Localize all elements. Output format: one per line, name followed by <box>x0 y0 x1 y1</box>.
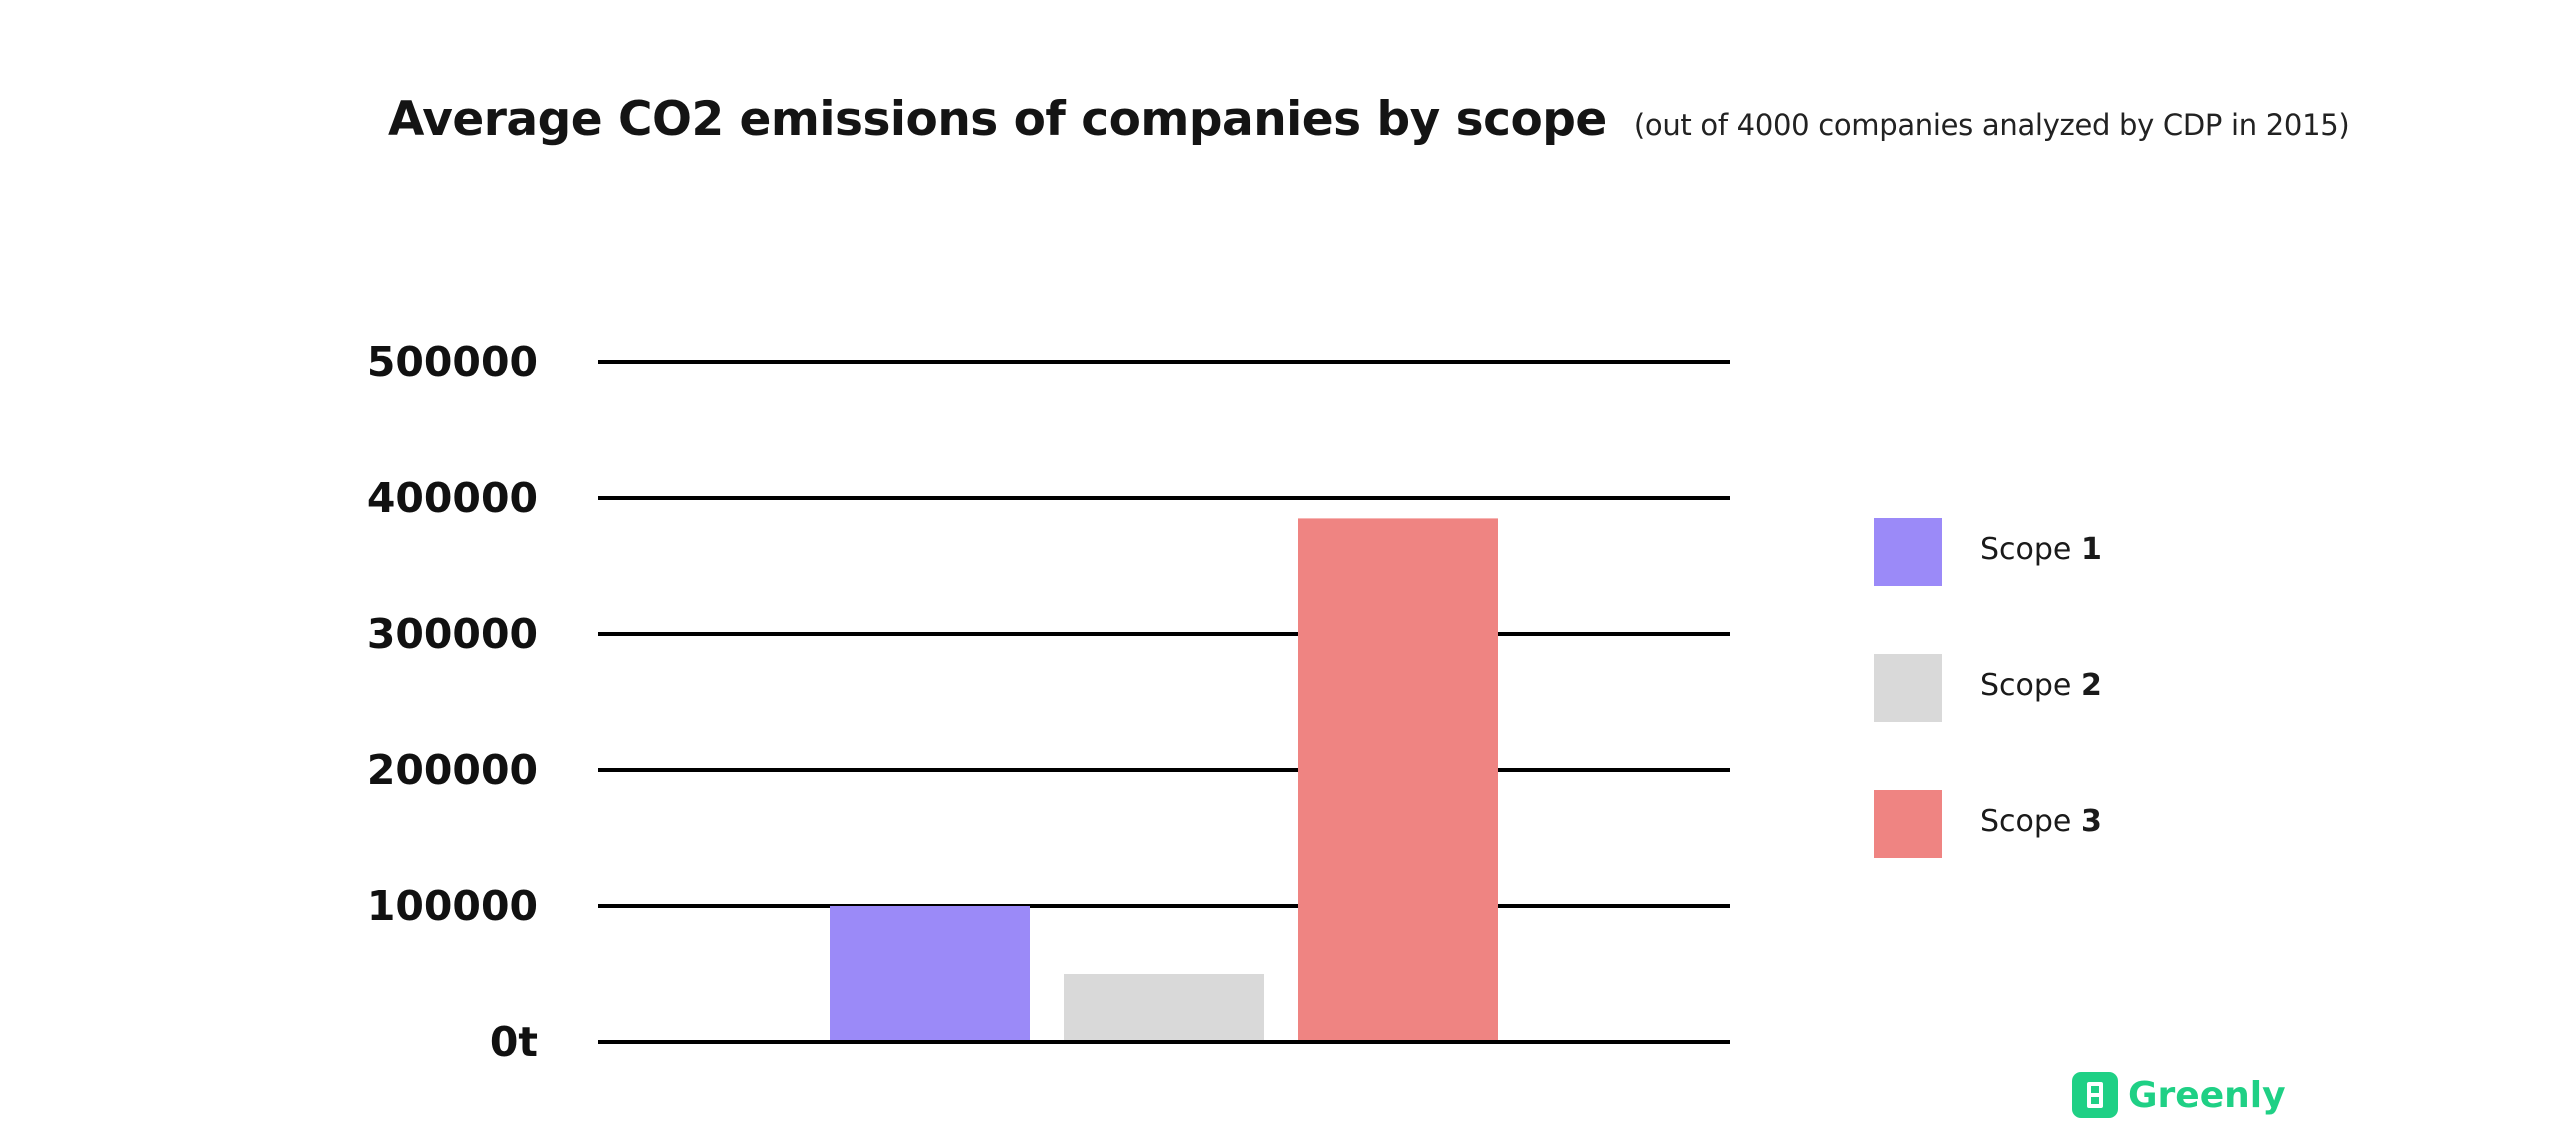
legend-label-scope-2: Scope 2 <box>1980 668 2102 703</box>
chart-subtitle: (out of 4000 companies analyzed by CDP i… <box>1633 108 2350 142</box>
bar-scope-2 <box>1064 974 1264 1042</box>
bar-scope-3 <box>1298 518 1498 1042</box>
y-tick-label: 500000 <box>367 338 538 386</box>
bar-scope-1 <box>830 906 1030 1042</box>
y-tick-label: 0t <box>490 1018 538 1066</box>
y-tick-label: 100000 <box>367 882 538 930</box>
chart-title-row: Average CO2 emissions of companies by sc… <box>388 92 2350 147</box>
y-tick-label: 300000 <box>367 610 538 658</box>
chart-title: Average CO2 emissions of companies by sc… <box>388 92 1607 147</box>
greenly-logo-icon <box>2072 1072 2118 1118</box>
legend-label-scope-1: Scope 1 <box>1980 532 2102 567</box>
legend-swatch-scope-1 <box>1874 518 1942 586</box>
brand-name: Greenly <box>2128 1074 2286 1116</box>
y-tick-label: 200000 <box>367 746 538 794</box>
y-tick-label: 400000 <box>367 474 538 522</box>
legend-swatch-scope-3 <box>1874 790 1942 858</box>
legend-label-scope-3: Scope 3 <box>1980 804 2102 839</box>
brand-logo: Greenly <box>2072 1072 2286 1118</box>
legend-swatch-scope-2 <box>1874 654 1942 722</box>
